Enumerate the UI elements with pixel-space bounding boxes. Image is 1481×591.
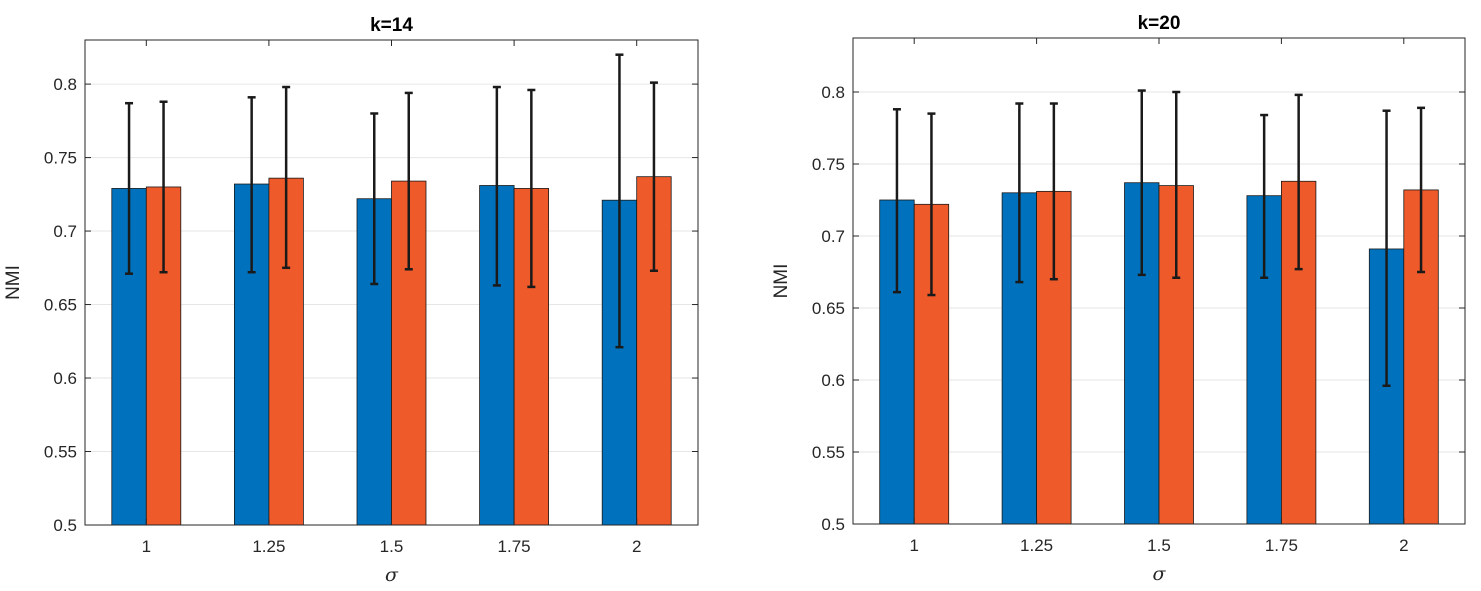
x-tick-label: 2 bbox=[632, 537, 641, 556]
axes-box bbox=[84, 39, 699, 526]
x-tick-label: 1.25 bbox=[252, 537, 285, 556]
x-tick-label: 1.25 bbox=[1020, 536, 1053, 555]
y-tick-label: 0.55 bbox=[812, 443, 845, 462]
y-axis-label: NMI bbox=[771, 264, 792, 299]
x-tick-label: 1.75 bbox=[1265, 536, 1298, 555]
axes-box bbox=[852, 37, 1466, 525]
y-tick-label: 0.8 bbox=[53, 75, 77, 94]
y-tick-label: 0.75 bbox=[812, 155, 845, 174]
x-tick-label: 1.5 bbox=[380, 537, 404, 556]
y-tick-label: 0.55 bbox=[44, 443, 77, 462]
y-tick-label: 0.8 bbox=[821, 83, 845, 102]
y-tick-label: 0.65 bbox=[812, 299, 845, 318]
y-tick-label: 0.75 bbox=[44, 149, 77, 168]
y-tick-label: 0.7 bbox=[821, 227, 845, 246]
y-tick-label: 0.65 bbox=[44, 296, 77, 315]
x-tick-label: 1 bbox=[142, 537, 151, 556]
chart-panel-1: 0.5 0.55 0.6 0.65 0.7 0.75 0.8 1 1.25 1.5 1.75 2 k=1… bbox=[3, 15, 699, 586]
y-tick-label: 0.7 bbox=[53, 222, 77, 241]
plots-container: 0.5 0.55 0.6 0.65 0.7 0.75 0.8 1 1.25 1.5 1.75 2 k=1… bbox=[3, 13, 1466, 586]
y-tick-label: 0.5 bbox=[821, 515, 845, 534]
y-axis-label: NMI bbox=[3, 265, 24, 300]
y-tick-label: 0.5 bbox=[53, 516, 77, 535]
bar-series-2-2 bbox=[1403, 189, 1439, 525]
x-tick-label: 2 bbox=[1399, 536, 1408, 555]
chart-panel-2: 0.5 0.55 0.6 0.65 0.7 0.75 0.8 1 1.25 1.5 1.75 2 k=2… bbox=[771, 13, 1466, 585]
x-axis-label: σ bbox=[1153, 563, 1167, 585]
x-tick-label: 1.5 bbox=[1147, 536, 1171, 555]
chart-title: k=14 bbox=[370, 15, 413, 36]
x-axis-label: σ bbox=[385, 564, 399, 586]
y-tick-label: 0.6 bbox=[821, 371, 845, 390]
y-tick-label: 0.6 bbox=[53, 369, 77, 388]
x-tick-label: 1.75 bbox=[498, 537, 531, 556]
chart-title: k=20 bbox=[1138, 13, 1181, 34]
x-tick-label: 1 bbox=[909, 536, 918, 555]
